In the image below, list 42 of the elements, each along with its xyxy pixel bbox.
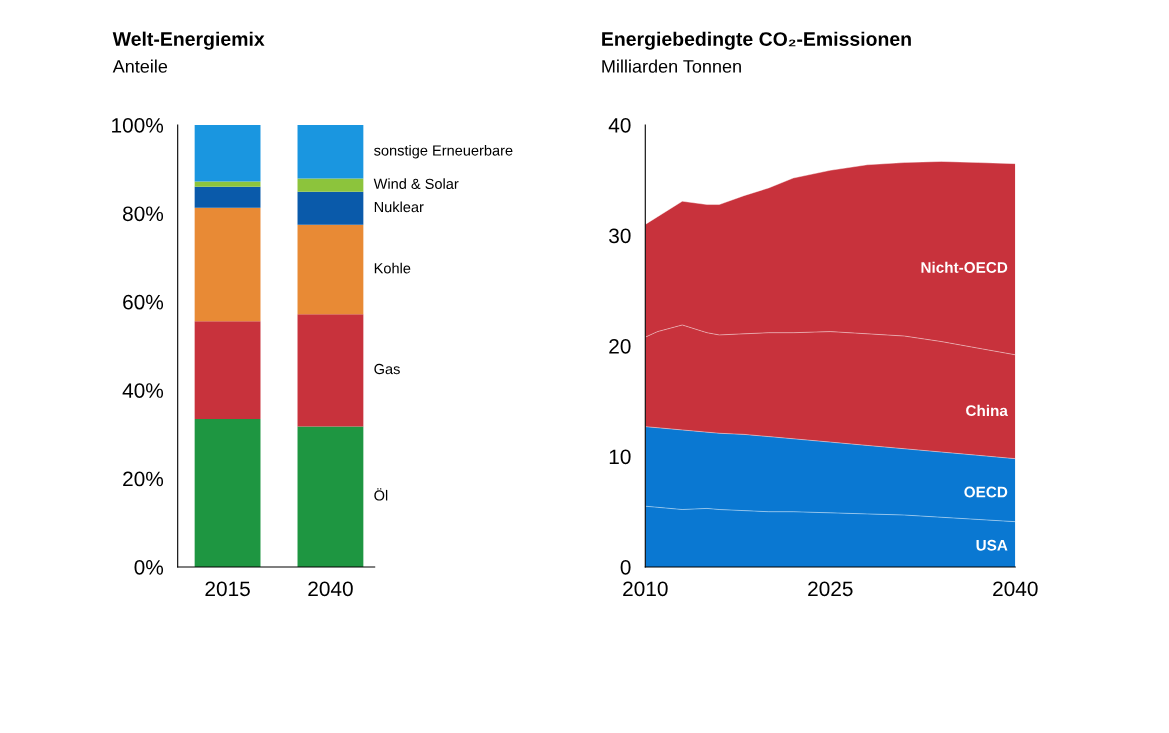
- series-label: USA: [976, 539, 1008, 551]
- x-tick-label: 2040: [308, 581, 353, 597]
- bar: [297, 224, 364, 315]
- chart-title: Energiebedingte CO₂-Emissionen: [602, 31, 911, 50]
- bar: [297, 191, 364, 225]
- bar: [194, 124, 261, 182]
- y-tick-label: 100%: [112, 117, 164, 133]
- chart-title: Welt-Energiemix: [112, 31, 265, 50]
- series-label: Gas: [374, 363, 400, 375]
- bar: [297, 124, 364, 179]
- series-label: Kohle: [374, 262, 411, 274]
- bar: [297, 426, 364, 567]
- bar: [297, 178, 364, 192]
- bar: [194, 181, 261, 187]
- x-tick-label: 2015: [205, 581, 250, 597]
- x-tick-label: 2010: [623, 581, 668, 597]
- bar: [297, 314, 364, 427]
- x-tick-label: 2025: [808, 581, 853, 597]
- bar: [194, 186, 261, 208]
- bar: [194, 207, 261, 322]
- series-label: OECD: [964, 486, 1008, 498]
- series-label: Nicht-OECD: [921, 261, 1008, 273]
- chart-subtitle: Milliarden Tonnen: [602, 59, 741, 73]
- y-tick-label: 20%: [123, 471, 164, 487]
- y-tick-label: 20: [609, 338, 631, 354]
- y-tick-label: 80%: [123, 206, 164, 222]
- bar: [194, 321, 261, 419]
- y-tick-label: 0: [620, 559, 631, 575]
- y-tick-label: 60%: [123, 294, 164, 310]
- y-tick-label: 40: [608, 117, 631, 133]
- series-label: Nuklear: [374, 201, 424, 213]
- chart-subtitle: Anteile: [112, 59, 168, 73]
- y-tick-label: 30: [609, 228, 631, 244]
- series-label: Öl: [374, 488, 388, 501]
- y-tick-label: 10: [609, 449, 631, 465]
- series-label: Wind & Solar: [373, 178, 459, 189]
- y-tick-label: 0%: [134, 559, 164, 575]
- y-tick-label: 40%: [122, 383, 164, 398]
- x-tick-label: 2040: [993, 581, 1038, 597]
- series-label: sonstige Erneuerbare: [374, 144, 513, 159]
- bar: [194, 418, 261, 567]
- series-label: China: [966, 404, 1008, 417]
